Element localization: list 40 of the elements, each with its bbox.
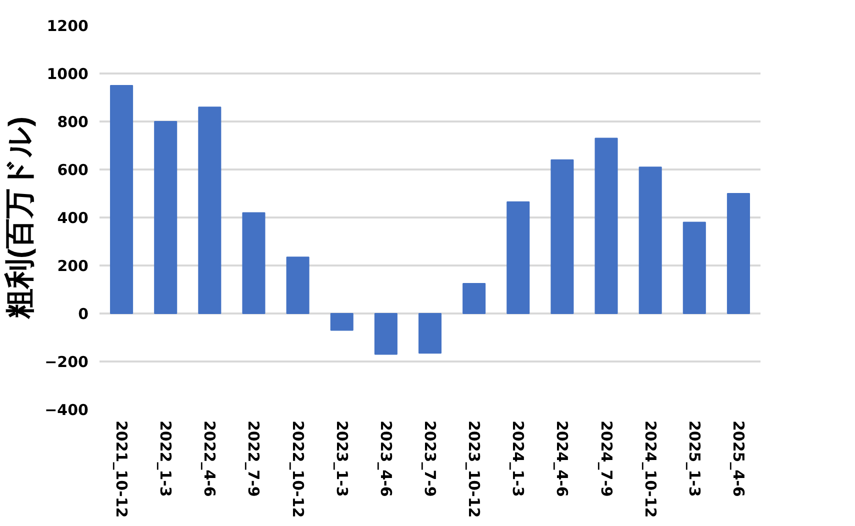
x-tick-label: 2023_10-12 (465, 420, 484, 518)
y-tick-label: −200 (44, 353, 89, 371)
bar (726, 193, 750, 314)
x-tick-label: 2023_4-6 (376, 420, 395, 497)
x-tick-label: 2025_4-6 (729, 420, 748, 497)
bar (594, 138, 618, 314)
x-tick-label: 2022_4-6 (200, 420, 219, 497)
bar (638, 166, 662, 314)
bar (286, 256, 310, 314)
bar (550, 159, 574, 314)
x-tick-label: 2021_10-12 (112, 420, 131, 518)
x-tick-label: 2024_10-12 (641, 420, 660, 518)
y-tick-label: 1200 (46, 17, 88, 35)
bar (154, 121, 178, 314)
x-tick-label: 2023_7-9 (421, 420, 439, 497)
bar (682, 222, 706, 314)
x-tick-label: 2023_1-3 (332, 420, 351, 497)
bar (418, 313, 442, 354)
y-tick-label: 0 (78, 305, 88, 323)
y-tick-label: 200 (57, 257, 88, 275)
y-tick-label: 600 (57, 161, 88, 179)
x-tick-label: 2024_4-6 (553, 420, 572, 497)
x-tick-label: 2022_7-9 (244, 420, 263, 497)
bar (506, 201, 530, 314)
x-tick-label: 2024_1-3 (509, 420, 528, 497)
bar (462, 283, 486, 314)
y-tick-label: 800 (57, 113, 88, 131)
bar (242, 212, 266, 314)
y-tick-label: 1000 (46, 65, 88, 83)
y-axis-title: 粗利(百万ドル) (4, 116, 37, 320)
y-tick-label: 400 (57, 209, 88, 227)
y-tick-label: −400 (44, 401, 89, 419)
x-tick-label: 2024_7-9 (597, 420, 616, 497)
x-tick-label: 2022_1-3 (156, 420, 175, 497)
bar (330, 313, 354, 331)
bar (198, 106, 222, 314)
bar (374, 313, 398, 355)
x-tick-label: 2022_10-12 (288, 420, 307, 518)
bar (110, 85, 134, 314)
x-tick-label: 2025_1-3 (685, 420, 704, 497)
